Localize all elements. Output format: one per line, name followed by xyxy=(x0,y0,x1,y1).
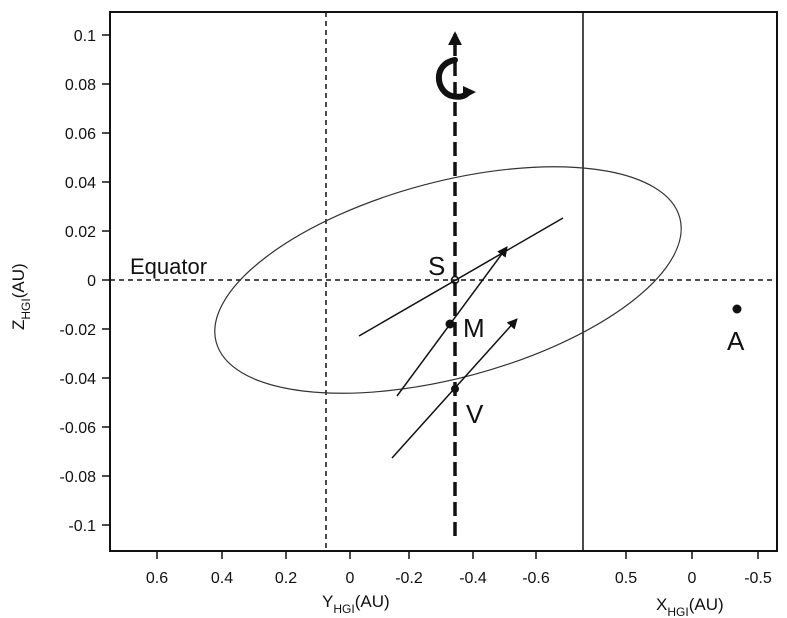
y-tick-label: -0.02 xyxy=(60,322,97,339)
x-axis-right: 0.5 0 -0.5 xyxy=(615,551,772,587)
x-axis-right-title-unit: (AU) xyxy=(689,595,724,614)
x-tick-label: 0.4 xyxy=(211,570,233,587)
y-axis-title-sub: HGI xyxy=(19,298,33,319)
x-tick-label: 0 xyxy=(346,570,355,587)
y-axis-title: ZHGI(AU) xyxy=(9,263,33,330)
venus-point xyxy=(451,385,459,393)
venus-label: V xyxy=(466,399,484,429)
trajectory-line-sun xyxy=(358,217,564,337)
x-tick-label: -0.4 xyxy=(459,570,487,587)
y-tick-label: 0.04 xyxy=(65,175,96,192)
y-tick-label: 0.06 xyxy=(65,126,96,143)
y-tick-label: 0.02 xyxy=(65,224,96,241)
x-tick-label: -0.2 xyxy=(395,570,423,587)
x-axis-right-title-sub: HGI xyxy=(667,605,688,618)
x-tick-label: 0 xyxy=(688,570,697,587)
x-tick-label: -0.5 xyxy=(744,570,772,587)
y-tick-label: -0.04 xyxy=(60,371,97,388)
y-tick-label: 0 xyxy=(87,273,96,290)
orbit-ellipse xyxy=(214,166,682,394)
x-axis-left: 0.6 0.4 0.2 0 -0.2 -0.4 -0.6 xyxy=(146,551,550,587)
point-a-marker xyxy=(732,304,742,314)
y-tick-label: 0.1 xyxy=(74,28,96,45)
x-tick-label: -0.6 xyxy=(522,570,550,587)
x-axis-left-title: YHGI(AU) xyxy=(322,592,390,616)
y-axis: 0.1 0.08 0.06 0.04 0.02 0 -0.02 -0.04 -0… xyxy=(60,28,110,535)
x-tick-label: 0.2 xyxy=(275,570,297,587)
x-axis-right-title: XHGI(AU) xyxy=(656,595,724,618)
plot-frame xyxy=(109,11,778,552)
y-tick-label: 0.08 xyxy=(65,77,96,94)
x-tick-label: 0.5 xyxy=(615,570,637,587)
mercury-label: M xyxy=(463,313,485,343)
y-tick-label: -0.08 xyxy=(60,469,97,486)
equator-label: Equator xyxy=(130,254,207,279)
x-axis-left-title-unit: (AU) xyxy=(355,592,390,611)
x-axis-left-title-main: Y xyxy=(322,592,333,611)
point-a-label: A xyxy=(727,326,745,356)
x-axis-right-title-main: X xyxy=(656,595,667,614)
y-axis-title-unit: (AU) xyxy=(9,263,28,298)
x-tick-label: 0.6 xyxy=(146,570,168,587)
y-axis-title-main: Z xyxy=(9,320,28,330)
x-axis-left-title-sub: HGI xyxy=(333,602,354,616)
y-tick-label: -0.1 xyxy=(68,518,96,535)
sun-point xyxy=(450,275,460,285)
sun-label: S xyxy=(428,251,445,281)
rotation-icon xyxy=(436,57,476,100)
mercury-point xyxy=(445,319,455,329)
y-tick-label: -0.06 xyxy=(60,420,97,437)
